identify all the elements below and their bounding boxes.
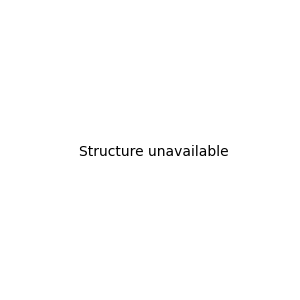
Text: Structure unavailable: Structure unavailable xyxy=(79,145,229,158)
